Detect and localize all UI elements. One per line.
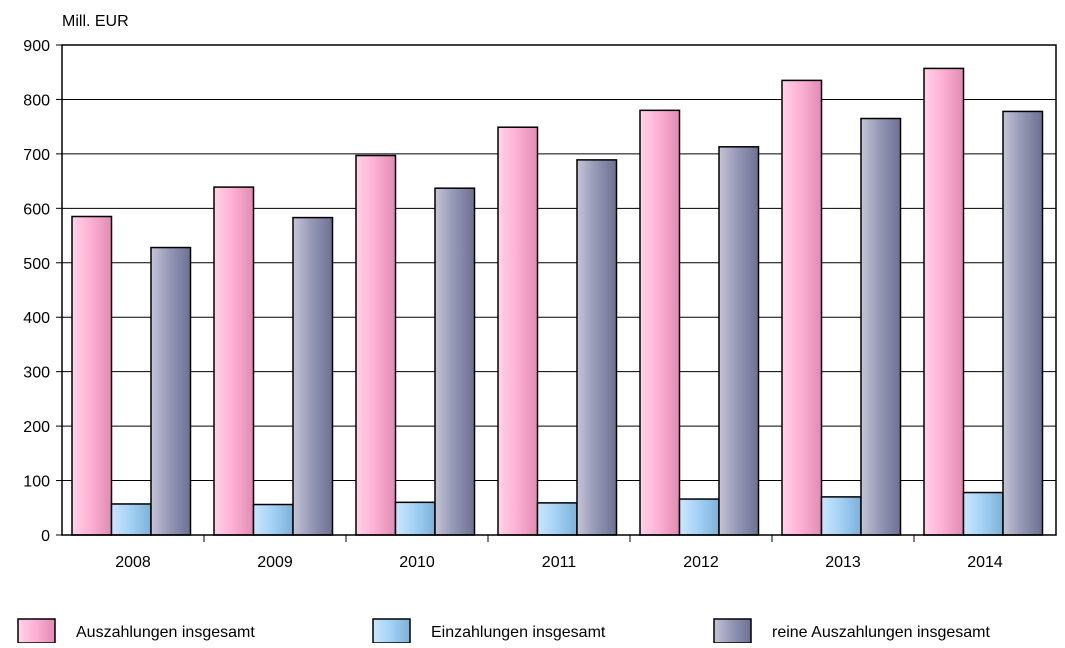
legend: Auszahlungen insgesamt Einzahlungen insge…: [17, 618, 990, 644]
x-tick-label: 2011: [542, 554, 577, 571]
bar-2010-3: [434, 187, 476, 536]
bar-2011-3: [576, 159, 618, 536]
bar-2010-1: [355, 154, 397, 536]
bar-2009-1: [213, 186, 255, 536]
legend-label: reine Auszahlungen insgesamt: [772, 624, 990, 641]
bar-2009-2: [252, 503, 294, 536]
bar-2008-3: [150, 246, 192, 536]
bar-2012-3: [718, 146, 760, 536]
bar-2011-2: [536, 502, 578, 536]
bar-2010-2: [394, 501, 436, 536]
x-tick-label: 2008: [115, 554, 151, 571]
y-tick-label: 0: [41, 528, 50, 545]
bar-2013-2: [820, 496, 862, 536]
y-tick-label: 500: [23, 256, 50, 273]
y-tick-label: 300: [23, 365, 50, 382]
bar-2013-1: [781, 79, 823, 536]
x-tick-label: 2014: [967, 554, 1003, 571]
x-tick-label: 2009: [257, 554, 293, 571]
axes: 0 100 200 300 400 500 600 700 800 900 2008 2009 2010…: [23, 38, 1057, 571]
y-tick-label: 600: [23, 201, 50, 218]
legend-swatch: [713, 618, 752, 644]
x-tick-label: 2013: [825, 554, 861, 571]
legend-label: Einzahlungen insgesamt: [431, 624, 606, 641]
y-tick-label: 700: [23, 147, 50, 164]
bar-2014-3: [1002, 110, 1044, 536]
y-tick-label: 800: [23, 92, 50, 109]
y-tick-label: 900: [23, 38, 50, 55]
legend-label: Auszahlungen insgesamt: [76, 624, 255, 641]
plot-frame: [61, 44, 1057, 536]
y-tick-label: 200: [23, 419, 50, 436]
bar-2014-2: [962, 491, 1004, 536]
bars: [71, 67, 1044, 536]
x-tick-label: 2010: [399, 554, 435, 571]
bar-2012-1: [639, 109, 681, 536]
bar-2012-2: [678, 498, 720, 536]
x-tick-label: 2012: [683, 554, 719, 571]
bar-2008-2: [110, 503, 152, 536]
bar-2009-3: [292, 216, 334, 536]
bar-2013-3: [860, 117, 902, 536]
bar-2008-1: [71, 215, 113, 536]
bar-2011-1: [497, 126, 539, 536]
bar-2014-1: [923, 67, 965, 536]
y-tick-label: 400: [23, 310, 50, 327]
gridlines: [62, 44, 1056, 482]
y-tick-label: 100: [23, 474, 50, 491]
legend-swatch: [17, 618, 56, 644]
legend-swatch: [372, 618, 411, 644]
y-axis-label: Mill. EUR: [62, 13, 129, 30]
